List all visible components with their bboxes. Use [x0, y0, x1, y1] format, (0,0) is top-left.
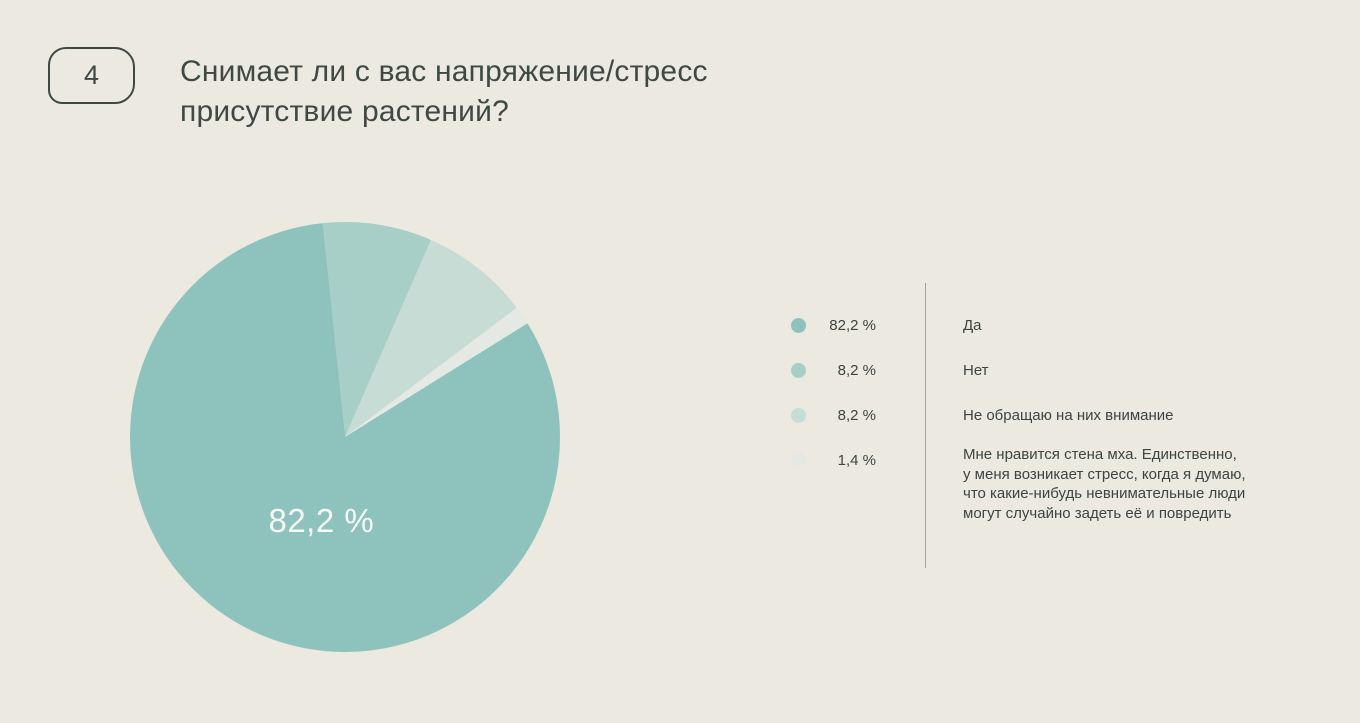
legend: 82,2 % 8,2 % 8,2 % 1,4 %	[791, 303, 876, 469]
legend-percent: 1,4 %	[837, 452, 876, 469]
legend-item: 8,2 %	[791, 348, 876, 393]
question-number-badge: 4	[48, 47, 135, 104]
legend-color-dot	[791, 452, 806, 467]
legend-color-dot	[791, 363, 806, 378]
question-title: Снимает ли с вас напряжение/стресс присут…	[180, 52, 708, 132]
legend-item: 82,2 %	[791, 303, 876, 348]
legend-divider	[925, 283, 926, 568]
legend-percent: 8,2 %	[837, 407, 876, 424]
legend-percent: 82,2 %	[829, 317, 876, 334]
legend-color-dot	[791, 318, 806, 333]
pie-slice-label: 82,2 %	[268, 501, 375, 539]
answer-labels: Да Нет Не обращаю на них внимание Мне нр…	[963, 303, 1353, 523]
legend-item: 1,4 %	[791, 438, 876, 469]
legend-percent: 8,2 %	[837, 362, 876, 379]
answer-label: Мне нравится стена мха. Единственно, у м…	[963, 446, 1246, 522]
legend-item: 8,2 %	[791, 393, 876, 438]
question-title-line1: Снимает ли с вас напряжение/стресс	[180, 55, 708, 88]
question-number: 4	[83, 60, 100, 90]
answer-label: Нет	[963, 361, 989, 379]
legend-color-dot	[791, 408, 806, 423]
answer-label: Да	[963, 316, 982, 334]
pie-chart: 82,2 %	[130, 222, 560, 652]
answer-label: Не обращаю на них внимание	[963, 406, 1174, 424]
question-title-line2: присутствие растений?	[180, 95, 509, 129]
